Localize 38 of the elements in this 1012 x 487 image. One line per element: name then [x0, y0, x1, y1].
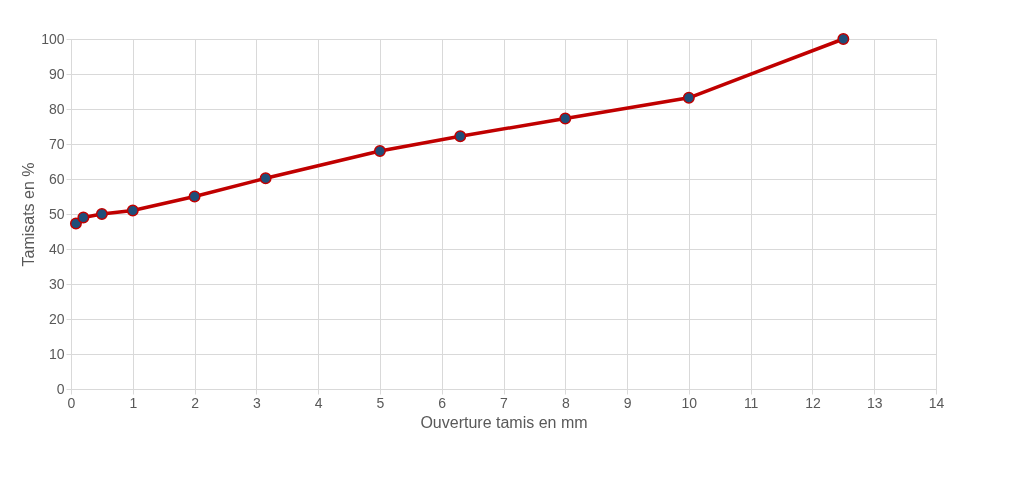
y-tick-label: 100	[41, 30, 65, 47]
x-tick-label: 7	[500, 394, 509, 411]
y-tick-label: 0	[56, 380, 65, 397]
point	[454, 130, 467, 143]
x-tick-label: 8	[561, 394, 570, 411]
y-tick-label: 60	[48, 170, 65, 187]
point	[259, 172, 272, 185]
y-tick-label: 10	[48, 345, 65, 362]
y-tick-label: 50	[48, 205, 65, 222]
point	[682, 91, 695, 104]
x-tick-label: 5	[376, 394, 385, 411]
y-axis-title: Tamisats en %	[20, 162, 38, 267]
x-tick-label: 0	[67, 394, 76, 411]
point	[126, 204, 139, 217]
point	[77, 211, 90, 224]
x-tick-label: 14	[928, 394, 945, 411]
y-tick-label: 30	[48, 275, 65, 292]
point	[559, 112, 572, 125]
y-tick-label: 20	[48, 310, 65, 327]
y-tick-label: 40	[48, 240, 65, 257]
point	[95, 208, 108, 220]
point	[373, 145, 386, 157]
x-tick-label: 6	[438, 394, 447, 411]
x-tick-label: 9	[623, 394, 632, 411]
point	[188, 190, 201, 203]
x-tick-label: 11	[743, 394, 759, 411]
x-tick-label: 13	[866, 394, 883, 411]
x-axis-title: Ouverture tamis en mm	[420, 413, 588, 431]
point	[837, 33, 850, 45]
x-tick-label: 12	[805, 394, 821, 411]
x-tick-label: 10	[681, 394, 698, 411]
y-tick-label: 70	[48, 135, 65, 152]
x-tick-label: 3	[252, 394, 261, 411]
x-tick-label: 2	[191, 394, 200, 411]
y-tick-label: 80	[48, 100, 65, 117]
x-tick-label: 4	[314, 394, 323, 411]
x-tick-label: 1	[129, 394, 138, 411]
y-tick-label: 90	[48, 65, 65, 82]
